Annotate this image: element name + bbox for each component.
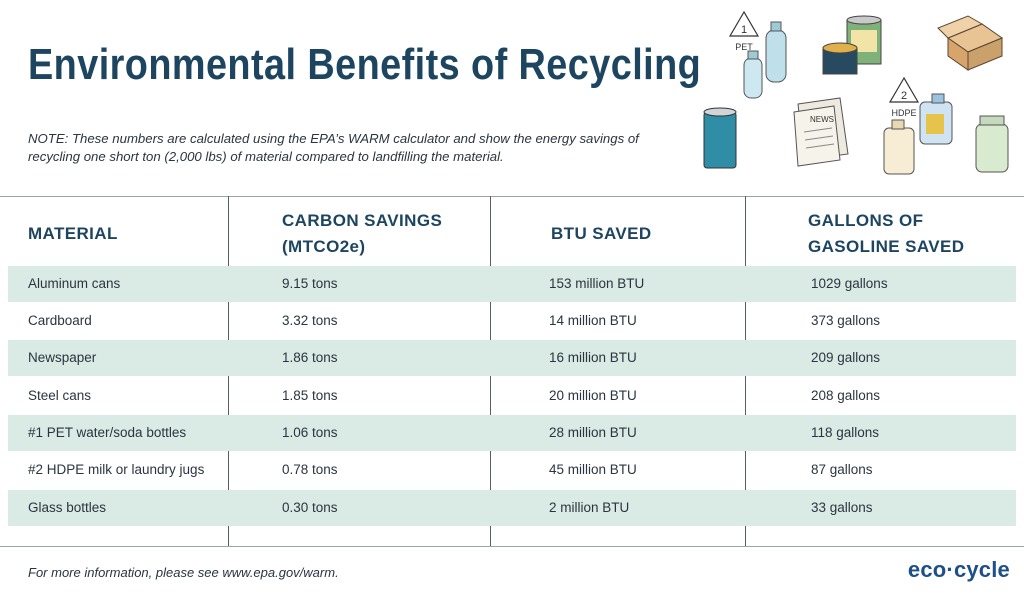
cell-carbon: 3.32 tons xyxy=(282,313,338,328)
methodology-note: NOTE: These numbers are calculated using… xyxy=(28,131,639,164)
cell-gallons: 373 gallons xyxy=(811,313,881,328)
cell-material: Cardboard xyxy=(28,313,92,328)
cell-carbon: 1.86 tons xyxy=(282,350,338,365)
header-btu-saved: BTU SAVED xyxy=(551,224,652,243)
footer-note: For more information, please see www.epa… xyxy=(28,565,339,580)
laundry-jug-icon xyxy=(919,93,953,145)
table-row: Cardboard 3.32 tons 14 million BTU 373 gall… xyxy=(8,303,1016,339)
glass-jar-icon xyxy=(975,115,1009,173)
svg-text:1: 1 xyxy=(741,24,747,36)
cell-carbon: 1.06 tons xyxy=(282,425,338,440)
cardboard-box-icon xyxy=(937,15,1004,71)
svg-text:HDPE: HDPE xyxy=(891,108,916,118)
table-row: Aluminum cans 9.15 tons 153 million BTU 102… xyxy=(8,266,1016,302)
cell-carbon: 1.85 tons xyxy=(282,388,338,403)
cell-btu: 16 million BTU xyxy=(549,350,637,365)
cell-material: #1 PET water/soda bottles xyxy=(28,425,187,440)
page-title: Environmental Benefits of Recycling xyxy=(28,40,702,89)
table-row: #2 HDPE milk or laundry jugs 0.78 tons 45 … xyxy=(8,452,1016,488)
food-can-icon xyxy=(822,15,882,75)
cell-gallons: 33 gallons xyxy=(811,500,873,515)
svg-text:NEWS: NEWS xyxy=(810,115,834,124)
header-carbon-savings: CARBON SAVINGS (MTCO2e) xyxy=(282,211,443,256)
svg-text:2: 2 xyxy=(901,90,907,102)
cell-btu: 20 million BTU xyxy=(549,388,637,403)
table-bottom-rule xyxy=(0,546,1024,547)
recyclables-illustration: 1 PET NEWS 2 HDPE xyxy=(703,10,1009,175)
table-row: Steel cans 1.85 tons 20 million BTU 208 gal… xyxy=(8,378,1016,414)
cell-btu: 14 million BTU xyxy=(549,313,637,328)
cell-carbon: 0.78 tons xyxy=(282,462,338,477)
cell-material: Aluminum cans xyxy=(28,276,121,291)
pet-recycling-symbol-icon: 1 PET xyxy=(728,10,760,52)
table-top-rule xyxy=(0,196,1024,197)
header-material: MATERIAL xyxy=(28,224,118,243)
hdpe-recycling-symbol-icon: 2 HDPE xyxy=(888,76,920,118)
cell-gallons: 209 gallons xyxy=(811,350,881,365)
cell-btu: 2 million BTU xyxy=(549,500,630,515)
table-row: Newspaper 1.86 tons 16 million BTU 209 gall… xyxy=(8,340,1016,376)
cell-gallons: 208 gallons xyxy=(811,388,881,403)
header-gallons-saved: GALLONS OF GASOLINE SAVED xyxy=(808,211,965,256)
table-row: Glass bottles 0.30 tons 2 million BTU 33 ga… xyxy=(8,490,1016,526)
cell-btu: 45 million BTU xyxy=(549,462,637,477)
cell-carbon: 9.15 tons xyxy=(282,276,338,291)
cell-material: Newspaper xyxy=(28,350,97,365)
newspaper-icon: NEWS xyxy=(793,97,849,167)
cell-gallons: 118 gallons xyxy=(811,425,880,440)
cell-gallons: 87 gallons xyxy=(811,462,873,477)
milk-jug-icon xyxy=(883,119,915,175)
cell-btu: 28 million BTU xyxy=(549,425,637,440)
cell-material: Steel cans xyxy=(28,388,92,403)
cell-material: #2 HDPE milk or laundry jugs xyxy=(28,462,205,477)
table-row: #1 PET water/soda bottles 1.06 tons 28 mil… xyxy=(8,415,1016,451)
cell-gallons: 1029 gallons xyxy=(811,276,888,291)
cell-btu: 153 million BTU xyxy=(549,276,645,291)
cell-material: Glass bottles xyxy=(28,500,107,515)
aluminum-can-icon xyxy=(703,107,737,169)
cell-carbon: 0.30 tons xyxy=(282,500,338,515)
water-bottle-icon xyxy=(743,21,787,99)
eco-cycle-logo: eco·cycle xyxy=(907,557,1010,582)
svg-text:PET: PET xyxy=(735,42,753,52)
